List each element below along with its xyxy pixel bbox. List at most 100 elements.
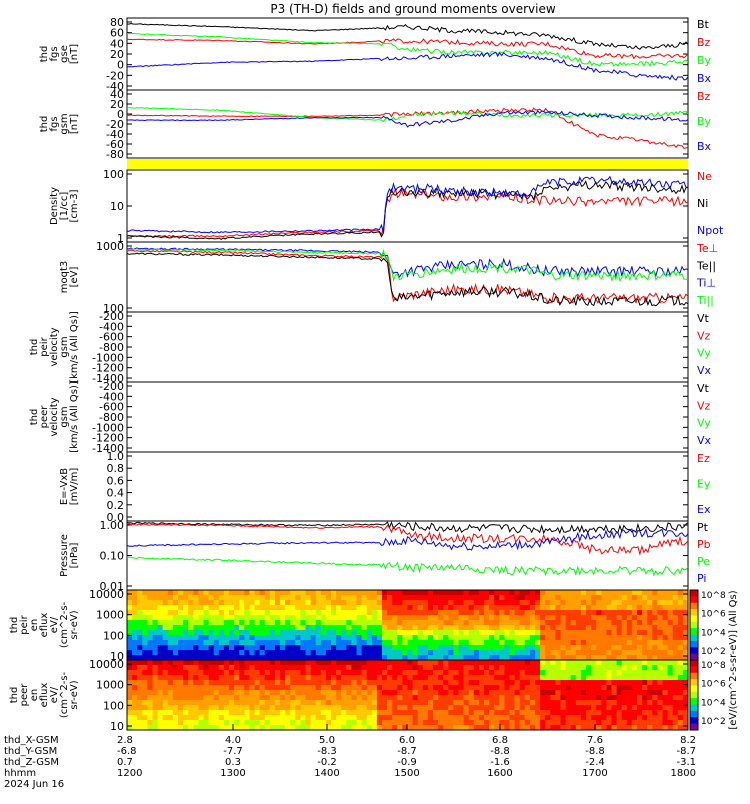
eflux-cell	[524, 645, 531, 651]
eflux-cell	[463, 715, 469, 721]
eflux-cell	[545, 650, 551, 656]
eflux-cell	[448, 655, 454, 661]
eflux-cell	[382, 670, 388, 676]
eflux-cell	[320, 600, 327, 606]
eflux-cell	[234, 590, 240, 596]
eflux-cell	[208, 590, 214, 596]
eflux-cell	[336, 670, 342, 676]
eflux-cell	[244, 635, 250, 641]
eflux-cell	[682, 630, 689, 636]
eflux-cell	[412, 715, 418, 721]
eflux-cell	[529, 720, 536, 726]
panel-frame	[126, 451, 689, 522]
eflux-cell	[422, 630, 429, 636]
eflux-cell	[264, 655, 271, 661]
eflux-cell	[407, 680, 413, 686]
eflux-cell	[580, 660, 587, 666]
eflux-cell	[198, 635, 204, 641]
legend-Bz: Bz	[697, 36, 711, 49]
eflux-cell	[198, 645, 204, 651]
eflux-cell	[162, 620, 169, 626]
eflux-cell	[484, 690, 490, 696]
eflux-cell	[218, 685, 225, 691]
eflux-cell	[662, 675, 668, 681]
eflux-cell	[616, 685, 622, 691]
eflux-cell	[448, 610, 454, 616]
eflux-cell	[157, 650, 163, 656]
eflux-cell	[667, 640, 673, 646]
eflux-cell	[264, 625, 271, 631]
eflux-cell	[223, 655, 230, 661]
eflux-cell	[280, 620, 286, 626]
eflux-cell	[183, 640, 189, 646]
eflux-cell	[213, 605, 220, 611]
eflux-cell	[382, 695, 388, 701]
eflux-cell	[336, 725, 342, 731]
eflux-cell	[310, 725, 316, 731]
colorbar-swatch	[690, 602, 698, 610]
eflux-cell	[254, 715, 260, 721]
eflux-cell	[249, 600, 255, 606]
eflux-cell	[193, 590, 199, 596]
eflux-cell	[504, 600, 510, 606]
eflux-cell	[494, 590, 500, 596]
y-axis-label-line: peir	[39, 336, 50, 356]
eflux-cell	[631, 630, 638, 636]
eflux-cell	[137, 615, 143, 621]
eflux-cell	[198, 700, 204, 706]
eflux-cell	[254, 690, 260, 696]
eflux-cell	[555, 680, 561, 686]
eflux-cell	[203, 600, 209, 606]
eflux-cell	[402, 670, 408, 676]
eflux-cell	[672, 635, 679, 641]
eflux-cell	[376, 665, 383, 671]
eflux-cell	[565, 605, 571, 611]
eflux-cell	[468, 650, 475, 656]
eflux-cell	[376, 700, 383, 706]
eflux-cell	[295, 660, 301, 666]
eflux-cell	[468, 710, 475, 716]
eflux-cell	[269, 590, 276, 596]
eflux-cell	[259, 725, 265, 731]
eflux-cell	[356, 685, 362, 691]
eflux-cell	[300, 710, 306, 716]
eflux-cell	[203, 630, 209, 636]
colorbar-swatch	[690, 640, 698, 648]
eflux-cell	[152, 610, 158, 616]
eflux-cell	[560, 655, 566, 661]
eflux-cell	[657, 640, 663, 646]
eflux-cell	[407, 605, 413, 611]
eflux-cell	[438, 680, 444, 686]
eflux-cell	[631, 650, 638, 656]
eflux-cell	[473, 710, 480, 716]
eflux-cell	[443, 675, 449, 681]
y-tick-label: 60	[110, 27, 124, 40]
eflux-cell	[519, 660, 526, 666]
eflux-cell	[575, 685, 582, 691]
eflux-cell	[463, 665, 469, 671]
eflux-cell	[555, 630, 561, 636]
eflux-cell	[642, 655, 648, 661]
eflux-cell	[193, 715, 199, 721]
eflux-cell	[397, 675, 403, 681]
eflux-cell	[234, 595, 240, 601]
eflux-cell	[167, 600, 174, 606]
eflux-cell	[244, 605, 250, 611]
eflux-cell	[417, 645, 424, 651]
eflux-cell	[188, 665, 194, 671]
eflux-cell	[637, 715, 643, 721]
eflux-cell	[621, 615, 628, 621]
eflux-cell	[453, 620, 459, 626]
eflux-cell	[269, 670, 276, 676]
eflux-cell	[504, 640, 510, 646]
eflux-cell	[443, 605, 449, 611]
eflux-cell	[550, 650, 556, 656]
eflux-cell	[662, 605, 668, 611]
eflux-cell	[407, 630, 413, 636]
panel-frame	[126, 381, 689, 453]
eflux-cell	[667, 675, 673, 681]
eflux-cell	[540, 595, 546, 601]
eflux-cell	[320, 590, 327, 596]
eflux-cell	[203, 595, 209, 601]
eflux-cell	[244, 650, 250, 656]
